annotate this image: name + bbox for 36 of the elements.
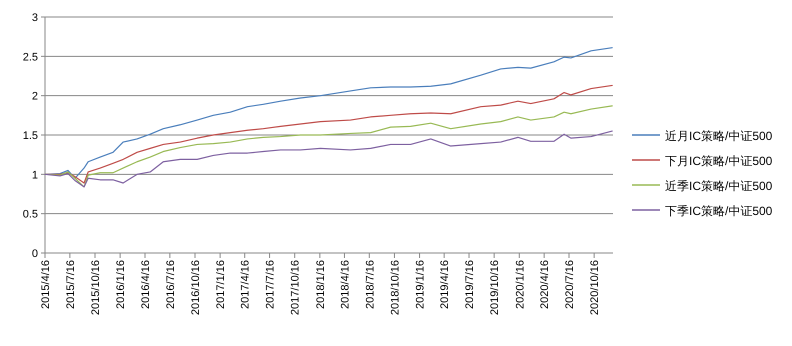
legend-label: 下月IC策略/中证500 [665,154,773,168]
x-tick-label: 2017/1/16 [215,260,228,309]
x-tick-label: 2016/10/16 [190,260,202,316]
y-tick-label: 1.5 [22,130,38,142]
y-tick-label: 0.5 [22,208,38,221]
x-tick-label: 2018/7/16 [364,260,376,309]
legend-label: 近月IC策略/中证500 [665,129,773,143]
x-tick-label: 2017/10/16 [290,260,302,316]
x-tick-label: 2016/7/16 [164,260,177,309]
x-tick-label: 2019/7/16 [464,260,476,309]
x-tick-label: 2019/10/16 [489,260,502,316]
y-tick-label: 0 [32,248,38,260]
x-tick-label: 2017/4/16 [240,260,252,309]
x-tick-label: 2018/1/16 [314,260,327,309]
x-tick-label: 2016/4/16 [140,260,152,309]
x-tick-label: 2020/7/16 [564,260,576,309]
y-tick-label: 3 [32,12,38,24]
x-tick-label: 2015/7/16 [64,260,77,309]
y-tick-label: 2.5 [22,51,38,64]
x-tick-label: 2020/4/16 [539,260,552,309]
legend-label: 下季IC策略/中证500 [665,204,773,218]
x-tick-label: 2019/1/16 [414,260,427,309]
x-tick-label: 2015/10/16 [90,260,102,316]
y-tick-label: 2 [32,90,38,103]
x-tick-label: 2018/10/16 [389,260,402,316]
x-tick-label: 2019/4/16 [439,260,452,309]
x-tick-label: 2016/1/16 [115,260,128,309]
x-tick-label: 2020/1/16 [514,260,526,309]
x-tick-label: 2017/7/16 [264,260,277,309]
line-series [44,130,613,188]
y-tick-label: 1 [32,169,38,182]
x-tick-label: 2018/4/16 [339,260,352,309]
legend-label: 近季IC策略/中证500 [665,179,773,193]
line-series [44,84,613,184]
x-tick-label: 2015/4/16 [40,260,52,309]
x-tick-label: 2020/10/16 [589,260,602,316]
